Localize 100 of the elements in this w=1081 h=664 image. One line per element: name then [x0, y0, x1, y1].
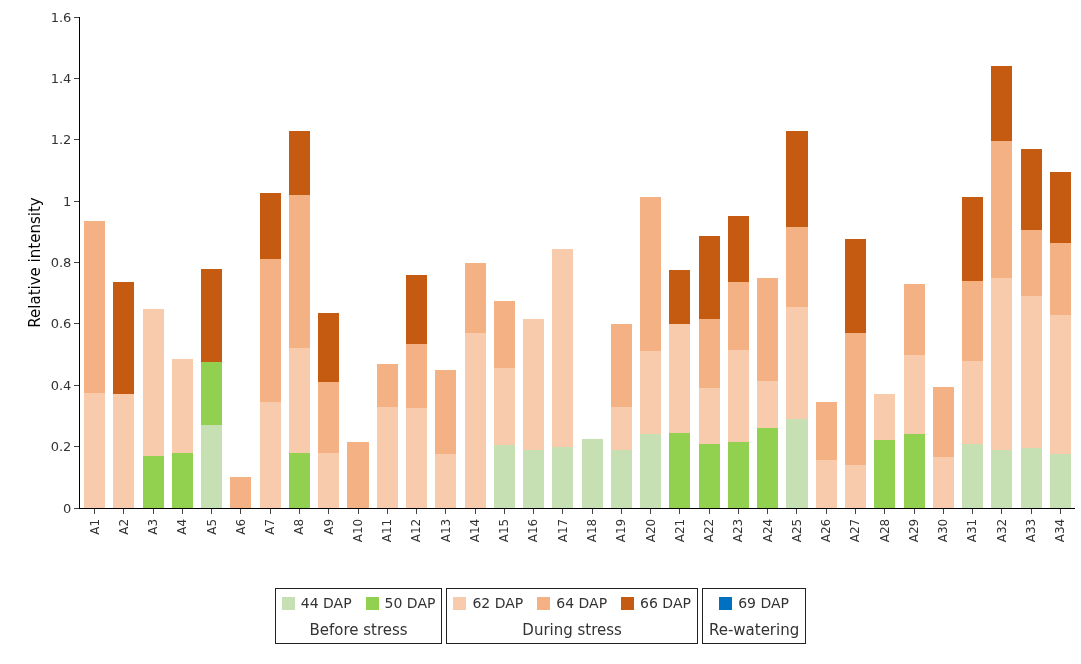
- legend-label: 62 DAP: [472, 595, 524, 611]
- x-tick-label: A25: [789, 518, 804, 543]
- bar: [435, 369, 457, 455]
- bar: [201, 268, 223, 363]
- bar: [844, 239, 867, 334]
- bar: [406, 343, 428, 409]
- bar: [991, 66, 1013, 142]
- bar: [1049, 454, 1071, 508]
- bar: [318, 382, 340, 453]
- bar: [171, 452, 193, 508]
- bar: [727, 216, 749, 283]
- bar: [318, 452, 340, 508]
- legend-label: 69 DAP: [738, 595, 789, 611]
- bar: [874, 394, 896, 441]
- bar: [610, 449, 632, 508]
- legend-label: 44 DAP: [300, 595, 352, 611]
- x-tick-label: A1: [87, 518, 102, 535]
- y-tick-label: 0.8: [50, 255, 72, 271]
- bar: [581, 438, 603, 508]
- bar: [610, 406, 632, 450]
- y-tick-label: 0.2: [50, 439, 72, 455]
- x-tick-label: A9: [321, 518, 336, 535]
- x-tick-label: A23: [731, 518, 746, 543]
- bar: [113, 282, 135, 395]
- bar: [786, 419, 808, 508]
- bar: [757, 428, 779, 508]
- bar: [406, 274, 428, 344]
- x-tick-label: A15: [497, 518, 512, 543]
- bar: [259, 193, 281, 260]
- bar: [962, 360, 984, 444]
- bar: [932, 457, 954, 508]
- bar: [288, 348, 311, 453]
- x-tick-label: A32: [994, 518, 1009, 543]
- x-tick-label: A22: [702, 518, 717, 543]
- bar: [464, 262, 486, 334]
- x-tick-label: A3: [146, 518, 161, 535]
- bar: [669, 270, 691, 324]
- bar: [757, 380, 779, 429]
- bar: [1020, 230, 1042, 297]
- bar: [493, 300, 515, 369]
- bar: [903, 354, 925, 435]
- x-tick-label: A16: [526, 518, 541, 543]
- x-tick-label: A20: [643, 518, 658, 543]
- bar: [288, 130, 311, 195]
- y-tick-label: 0.4: [50, 377, 72, 393]
- bar: [962, 280, 984, 361]
- x-tick-label: A13: [438, 518, 453, 543]
- bar: [903, 283, 925, 355]
- bar: [84, 221, 106, 393]
- y-tick-label: 0: [63, 500, 72, 516]
- x-tick-label: A24: [760, 518, 775, 543]
- y-tick-label: 0.6: [50, 316, 72, 332]
- y-tick-label: 1.2: [50, 132, 72, 148]
- text: Before stress: [309, 621, 408, 639]
- y-tick-label: 1.6: [50, 9, 72, 25]
- y-axis-title: Relative intensity: [26, 197, 44, 328]
- bar: [230, 477, 252, 508]
- x-tick-label: A30: [936, 518, 951, 543]
- bar: [1020, 448, 1042, 508]
- bar: [991, 141, 1013, 278]
- bar: [171, 359, 193, 453]
- bar: [727, 349, 749, 443]
- legend-label: 50 DAP: [384, 595, 436, 611]
- x-tick-label: A26: [819, 518, 834, 543]
- bar: [844, 333, 867, 466]
- x-tick-label: A2: [116, 518, 131, 535]
- bar: [640, 351, 662, 435]
- x-tick-label: A34: [1053, 518, 1068, 543]
- bar: [201, 362, 223, 426]
- x-tick-label: A11: [380, 518, 395, 543]
- x-tick-label: A8: [292, 518, 307, 535]
- bar: [991, 277, 1013, 450]
- bar: [1020, 296, 1042, 449]
- x-tick-label: A27: [848, 518, 863, 543]
- x-tick-label: A12: [409, 518, 424, 543]
- bar: [259, 402, 281, 508]
- bar: [552, 446, 574, 508]
- bar: [1049, 242, 1071, 315]
- bar: [376, 363, 398, 407]
- bar: [874, 440, 896, 508]
- legend-label: 64 DAP: [556, 595, 608, 611]
- bar: [669, 323, 691, 433]
- bar: [435, 454, 457, 508]
- bar: [962, 443, 984, 508]
- bar: [991, 449, 1013, 508]
- bar: [757, 277, 779, 381]
- bar: [523, 319, 545, 450]
- x-tick-label: A7: [263, 518, 278, 535]
- bar: [786, 227, 808, 307]
- bar: [698, 236, 720, 320]
- x-tick-label: A18: [585, 518, 600, 543]
- bar: [640, 196, 662, 352]
- bar: [640, 434, 662, 508]
- x-tick-label: A28: [877, 518, 892, 543]
- text: During stress: [522, 621, 622, 639]
- bar: [523, 449, 545, 508]
- bar: [318, 313, 340, 383]
- bar: [610, 323, 632, 407]
- bar: [493, 445, 515, 508]
- bar: [698, 319, 720, 389]
